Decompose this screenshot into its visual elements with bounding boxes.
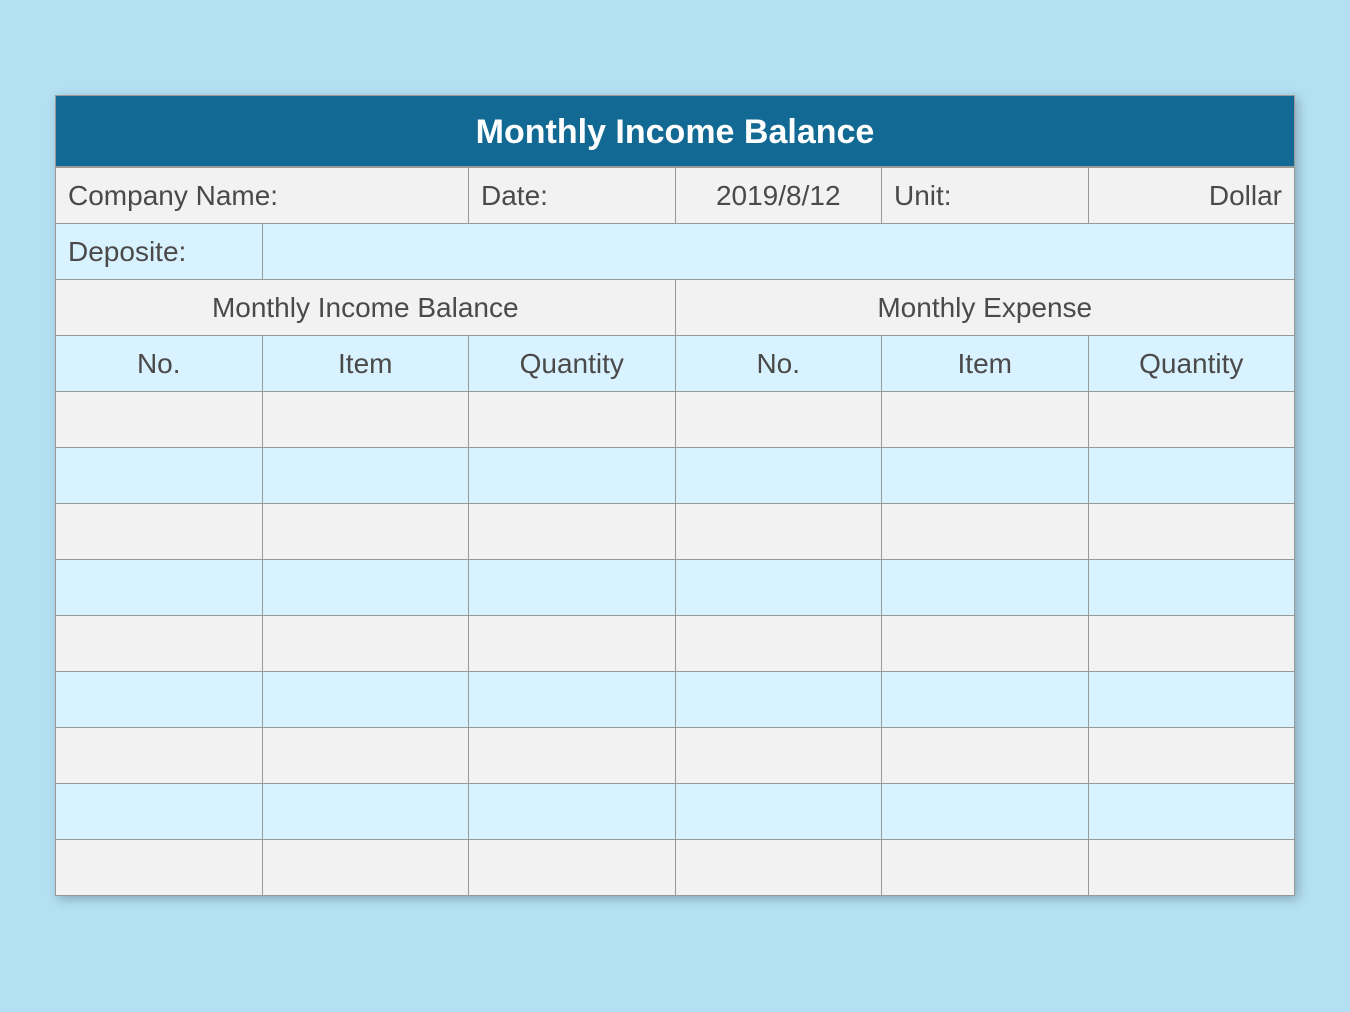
unit-label: Unit: (882, 168, 1089, 224)
table-cell[interactable] (56, 784, 263, 840)
table-cell[interactable] (469, 392, 676, 448)
expense-col-item: Item (882, 336, 1089, 392)
income-section-header: Monthly Income Balance (56, 280, 676, 336)
table-cell[interactable] (469, 672, 676, 728)
column-header-row: No. Item Quantity No. Item Quantity (56, 336, 1295, 392)
income-col-quantity: Quantity (469, 336, 676, 392)
table-cell[interactable] (56, 560, 263, 616)
table-cell[interactable] (1088, 560, 1295, 616)
table-cell[interactable] (675, 504, 882, 560)
table-row (56, 672, 1295, 728)
table-cell[interactable] (1088, 784, 1295, 840)
table-cell[interactable] (1088, 672, 1295, 728)
table-cell[interactable] (56, 728, 263, 784)
table-cell[interactable] (56, 672, 263, 728)
title-text: Monthly Income Balance (476, 113, 875, 151)
table-row (56, 728, 1295, 784)
table-cell[interactable] (56, 616, 263, 672)
table-cell[interactable] (675, 616, 882, 672)
table-cell[interactable] (882, 672, 1089, 728)
table-row (56, 560, 1295, 616)
table-cell[interactable] (469, 504, 676, 560)
table-cell[interactable] (56, 504, 263, 560)
income-col-item: Item (262, 336, 469, 392)
table-cell[interactable] (262, 560, 469, 616)
table-cell[interactable] (675, 560, 882, 616)
income-col-no: No. (56, 336, 263, 392)
expense-col-no: No. (675, 336, 882, 392)
table-cell[interactable] (469, 728, 676, 784)
table-cell[interactable] (1088, 728, 1295, 784)
table-row (56, 392, 1295, 448)
table-cell[interactable] (56, 392, 263, 448)
table-cell[interactable] (882, 616, 1089, 672)
table-cell[interactable] (469, 560, 676, 616)
table-cell[interactable] (1088, 616, 1295, 672)
deposite-label: Deposite: (56, 224, 263, 280)
table-cell[interactable] (1088, 504, 1295, 560)
title-bar: Monthly Income Balance (55, 95, 1295, 167)
table-cell[interactable] (882, 504, 1089, 560)
table-cell[interactable] (56, 448, 263, 504)
company-name-label: Company Name: (56, 168, 469, 224)
table-cell[interactable] (262, 392, 469, 448)
table-cell[interactable] (882, 840, 1089, 896)
table-cell[interactable] (675, 672, 882, 728)
table-cell[interactable] (469, 784, 676, 840)
table-cell[interactable] (56, 840, 263, 896)
table-cell[interactable] (675, 728, 882, 784)
data-body (56, 392, 1295, 896)
table-cell[interactable] (882, 728, 1089, 784)
table-cell[interactable] (675, 392, 882, 448)
balance-table: Company Name: Date: 2019/8/12 Unit: Doll… (55, 167, 1295, 896)
table-cell[interactable] (1088, 448, 1295, 504)
table-cell[interactable] (675, 784, 882, 840)
deposite-value[interactable] (262, 224, 1295, 280)
table-cell[interactable] (675, 840, 882, 896)
date-label: Date: (469, 168, 676, 224)
expense-col-quantity: Quantity (1088, 336, 1295, 392)
table-row (56, 448, 1295, 504)
section-header-row: Monthly Income Balance Monthly Expense (56, 280, 1295, 336)
table-cell[interactable] (882, 784, 1089, 840)
table-cell[interactable] (262, 672, 469, 728)
table-cell[interactable] (262, 616, 469, 672)
table-row (56, 616, 1295, 672)
table-row (56, 840, 1295, 896)
table-cell[interactable] (882, 448, 1089, 504)
table-cell[interactable] (1088, 392, 1295, 448)
table-row (56, 784, 1295, 840)
table-cell[interactable] (262, 840, 469, 896)
info-row-2: Deposite: (56, 224, 1295, 280)
table-cell[interactable] (882, 392, 1089, 448)
table-cell[interactable] (469, 840, 676, 896)
spreadsheet-template: Monthly Income Balance Company Name: Dat… (55, 95, 1295, 896)
table-cell[interactable] (262, 504, 469, 560)
table-cell[interactable] (1088, 840, 1295, 896)
table-cell[interactable] (882, 560, 1089, 616)
table-cell[interactable] (675, 448, 882, 504)
info-row-1: Company Name: Date: 2019/8/12 Unit: Doll… (56, 168, 1295, 224)
expense-section-header: Monthly Expense (675, 280, 1295, 336)
table-cell[interactable] (469, 616, 676, 672)
table-cell[interactable] (262, 784, 469, 840)
table-cell[interactable] (262, 728, 469, 784)
table-cell[interactable] (469, 448, 676, 504)
table-cell[interactable] (262, 448, 469, 504)
date-value[interactable]: 2019/8/12 (675, 168, 882, 224)
unit-value[interactable]: Dollar (1088, 168, 1295, 224)
table-row (56, 504, 1295, 560)
